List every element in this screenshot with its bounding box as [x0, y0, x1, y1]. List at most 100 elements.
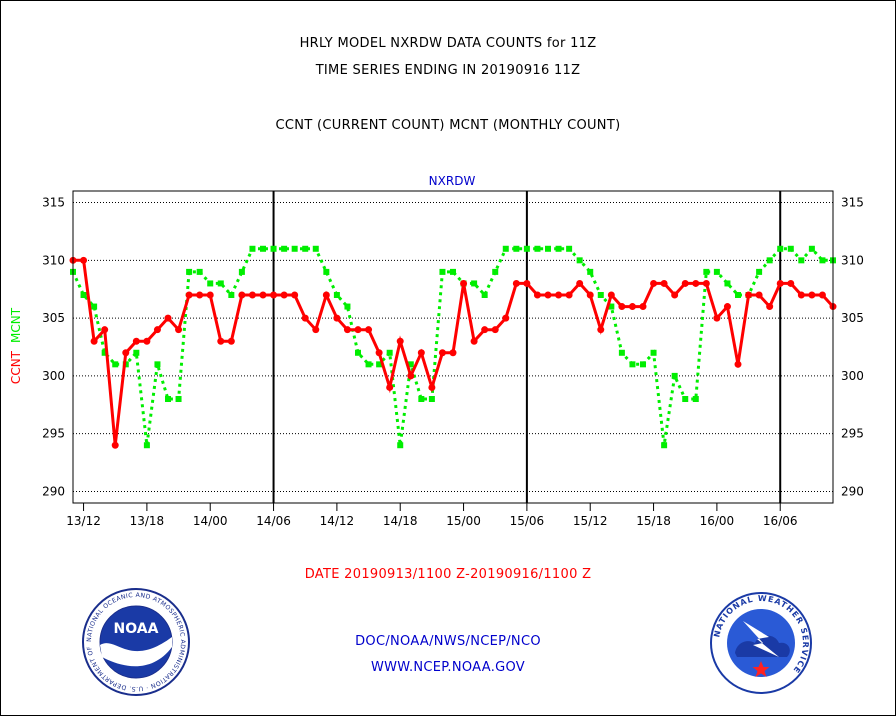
mcnt-point: [376, 361, 383, 368]
ccnt-point: [365, 326, 373, 334]
ccnt-point: [153, 326, 161, 334]
x-tick-label: 13/18: [130, 514, 165, 528]
mcnt-point: [629, 361, 636, 368]
mcnt-point: [640, 361, 646, 368]
x-tick-label: 16/00: [700, 514, 735, 528]
ccnt-point: [692, 279, 700, 287]
mcnt-point: [439, 268, 446, 275]
y-tick-label-right: 315: [841, 196, 864, 210]
noaa-center-text: NOAA: [114, 621, 159, 637]
mcnt-point: [291, 245, 298, 252]
ccnt-point: [90, 337, 98, 345]
ccnt-point: [533, 291, 541, 299]
mcnt-point: [471, 280, 478, 287]
mcnt-point: [756, 268, 763, 275]
x-tick-label: 15/12: [573, 514, 608, 528]
mcnt-point: [513, 245, 520, 252]
mcnt-point: [260, 245, 266, 252]
mcnt-point: [566, 245, 573, 252]
y-tick-label-right: 310: [841, 253, 864, 267]
y-label-mcnt: MCNT: [9, 307, 23, 343]
x-tick-label: 13/12: [66, 514, 101, 528]
ccnt-point: [460, 279, 468, 287]
mcnt-point: [133, 349, 140, 356]
ccnt-point: [407, 372, 415, 380]
mcnt-point: [692, 396, 699, 402]
label-layer: 290 290 295 295 300 300 305 305 310 310 315 315 13/1…: [42, 196, 864, 528]
mcnt-point: [175, 396, 182, 402]
y-tick-label-right: 305: [841, 311, 864, 325]
mcnt-point: [112, 361, 119, 368]
y-tick-label-right: 295: [841, 427, 864, 441]
ccnt-point: [375, 349, 383, 357]
mcnt-point: [502, 245, 509, 252]
mcnt-point: [703, 268, 710, 275]
ccnt-point: [576, 279, 584, 287]
url-line: WWW.NCEP.NOAA.GOV: [370, 660, 526, 675]
mcnt-point: [270, 245, 277, 252]
chart-subtitle: CCNT (CURRENT COUNT) MCNT (MONTHLY COUNT…: [275, 118, 621, 133]
ccnt-point: [660, 279, 668, 287]
mcnt-point: [808, 245, 815, 252]
mcnt-point: [386, 349, 393, 356]
mcnt-point: [682, 396, 689, 402]
mcnt-point: [787, 245, 794, 252]
mcnt-point: [217, 280, 224, 287]
ccnt-point: [808, 291, 816, 299]
mcnt-point: [196, 268, 203, 275]
ccnt-point: [111, 441, 119, 449]
mcnt-point: [238, 268, 245, 275]
ccnt-point: [818, 291, 826, 299]
mcnt-point: [407, 361, 414, 368]
noaa-logo: NATIONAL OCEANIC AND ATMOSPHERIC ADMINIS…: [81, 587, 190, 696]
ccnt-point: [639, 303, 647, 311]
mcnt-point: [545, 245, 551, 252]
ccnt-point: [607, 291, 615, 299]
mcnt-point: [281, 245, 288, 252]
ccnt-point: [713, 314, 721, 322]
mcnt-point: [333, 292, 340, 298]
ccnt-point: [301, 314, 309, 322]
x-tick-label: 14/00: [193, 514, 228, 528]
mcnt-point: [344, 303, 351, 310]
mcnt-point: [671, 372, 678, 379]
ccnt-point: [132, 337, 140, 345]
mcnt-point: [534, 245, 541, 252]
mcnt-point: [165, 396, 171, 402]
mcnt-point: [450, 268, 456, 275]
x-tick-label: 15/06: [510, 514, 545, 528]
x-tick-label: 16/06: [763, 514, 798, 528]
ccnt-point: [417, 349, 425, 357]
ccnt-point: [734, 360, 742, 368]
ccnt-point: [248, 291, 256, 299]
ccnt-point: [164, 314, 172, 322]
ccnt-point: [80, 256, 88, 264]
ccnt-point: [270, 291, 278, 299]
ccnt-point: [428, 383, 436, 391]
mcnt-point: [650, 349, 657, 356]
ccnt-point: [671, 291, 679, 299]
mcnt-point: [618, 349, 625, 356]
mcnt-point: [207, 280, 214, 287]
series-layer: [69, 245, 837, 449]
mcnt-point: [101, 349, 108, 356]
mcnt-point: [766, 257, 773, 264]
ccnt-point: [185, 291, 193, 299]
ccnt-point: [259, 291, 267, 299]
chart-title-line2: TIME SERIES ENDING IN 20190916 11Z: [315, 63, 581, 78]
ccnt-point: [755, 291, 763, 299]
ccnt-point: [227, 337, 235, 345]
mcnt-point: [597, 292, 604, 298]
mcnt-point: [777, 245, 784, 252]
panel-title: NXRDW: [429, 174, 476, 188]
mcnt-point: [397, 442, 404, 449]
mcnt-point: [724, 280, 731, 287]
mcnt-point: [91, 303, 98, 310]
mcnt-point: [312, 245, 319, 252]
mcnt-point: [587, 268, 594, 275]
mcnt-point: [819, 257, 826, 264]
ccnt-point: [333, 314, 341, 322]
y-tick-label-left: 295: [42, 427, 65, 441]
mcnt-point: [418, 396, 425, 402]
